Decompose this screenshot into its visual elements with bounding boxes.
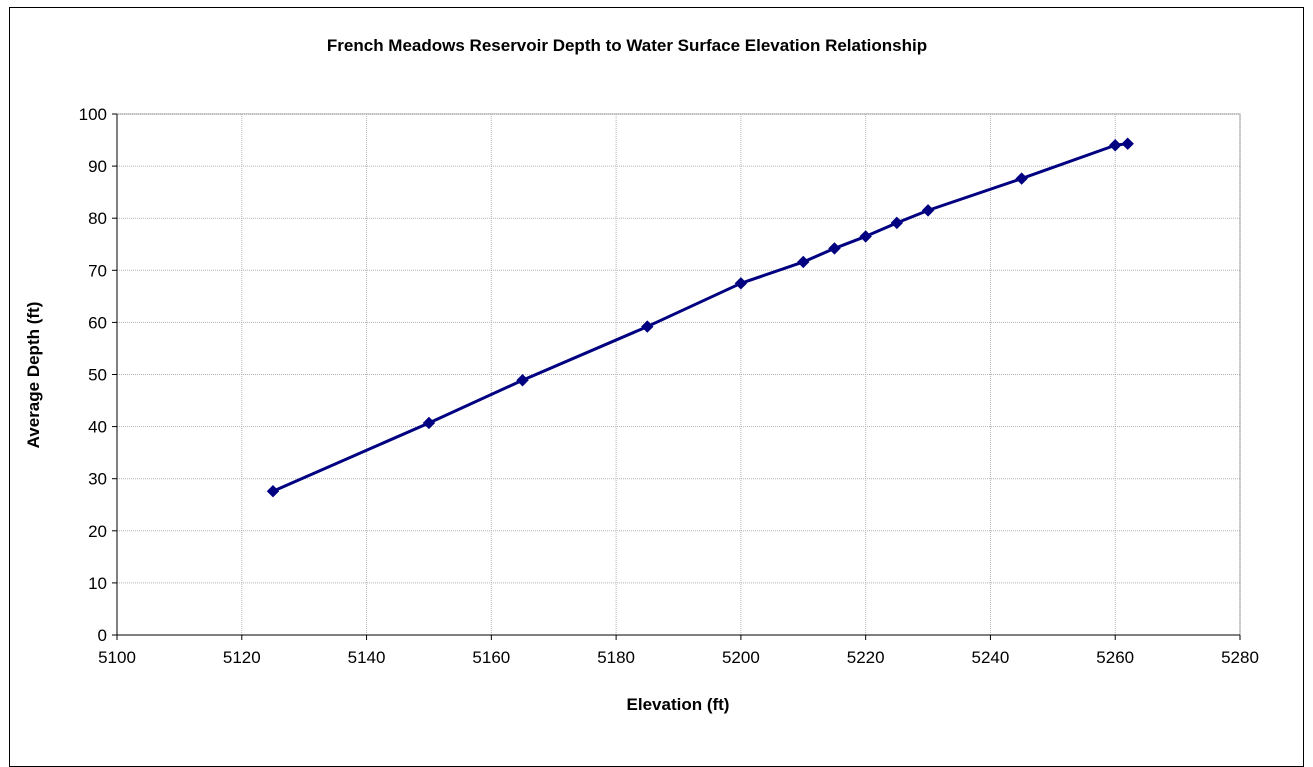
x-tick-label: 5120 <box>223 648 261 667</box>
x-tick-label: 5100 <box>98 648 136 667</box>
data-point-marker <box>422 416 436 430</box>
data-point-marker <box>828 242 841 255</box>
data-point-marker <box>641 320 654 333</box>
x-tick-label: 5240 <box>972 648 1010 667</box>
y-tick-label: 30 <box>88 470 107 489</box>
data-point-marker <box>266 484 280 498</box>
data-point-marker <box>859 230 872 243</box>
x-tick-label: 5140 <box>348 648 386 667</box>
y-tick-label: 90 <box>88 157 107 176</box>
x-tick-label: 5200 <box>722 648 760 667</box>
data-point-marker <box>1109 139 1122 152</box>
x-tick-label: 5220 <box>847 648 885 667</box>
y-tick-label: 20 <box>88 522 107 541</box>
ticks: 5100 5120 5140 5160 5180 5200 5220 5240 5260 5280… <box>79 105 1259 667</box>
data-point-marker <box>1015 172 1028 185</box>
data-point-marker <box>734 277 748 290</box>
plot-area <box>116 113 1241 636</box>
y-tick-label: 100 <box>79 105 107 124</box>
x-axis-title: Elevation (ft) <box>627 695 730 714</box>
data-point-marker <box>797 255 810 269</box>
y-tick-label: 60 <box>88 313 107 332</box>
x-tick-label: 5260 <box>1096 648 1134 667</box>
x-tick-label: 5180 <box>597 648 635 667</box>
y-tick-label: 40 <box>88 418 107 437</box>
x-tick-label: 5280 <box>1221 648 1259 667</box>
y-axis-title: Average Depth (ft) <box>24 302 43 449</box>
x-tick-label: 5160 <box>472 648 510 667</box>
gridlines <box>117 113 1241 635</box>
y-tick-label: 80 <box>88 209 107 228</box>
series <box>266 137 1134 498</box>
chart-title: French Meadows Reservoir Depth to Water … <box>327 36 927 55</box>
y-tick-label: 50 <box>88 366 107 385</box>
data-point-marker <box>1121 137 1134 150</box>
y-tick-label: 10 <box>88 574 107 593</box>
data-point-marker <box>890 216 904 230</box>
data-point-marker <box>921 204 935 217</box>
data-point-marker <box>516 374 529 387</box>
y-tick-label: 0 <box>98 626 107 645</box>
y-tick-label: 70 <box>88 261 107 280</box>
